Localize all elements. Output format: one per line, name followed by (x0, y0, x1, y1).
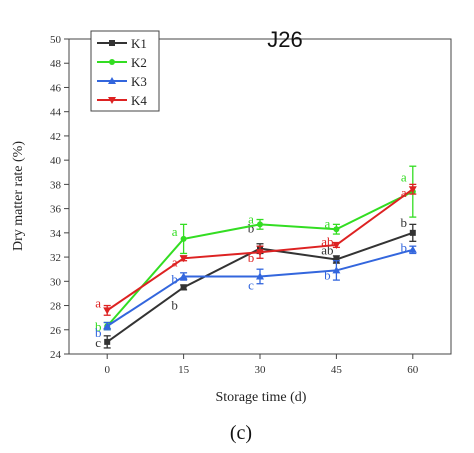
significance-label: a (401, 170, 407, 185)
legend-label: K3 (131, 74, 147, 89)
y-tick-label: 34 (50, 228, 62, 240)
legend-marker (109, 40, 115, 46)
data-point (104, 338, 111, 345)
data-point (180, 235, 187, 242)
significance-label: a (248, 211, 254, 226)
significance-label: a (172, 224, 178, 239)
significance-label: b (171, 297, 178, 312)
x-tick-label: 60 (407, 364, 419, 376)
y-tick-label: 26 (50, 325, 62, 337)
data-point (179, 272, 188, 280)
y-tick-label: 42 (50, 131, 61, 143)
data-point (332, 266, 341, 274)
data-point (333, 256, 340, 263)
data-point (180, 284, 187, 291)
x-tick-label: 0 (104, 364, 110, 376)
legend-marker (109, 59, 115, 65)
legend-label: K4 (131, 93, 147, 108)
significance-label: b (401, 215, 408, 230)
significance-label: b (171, 271, 178, 286)
legend: K1 K2 K3 K4 (90, 30, 160, 112)
data-point (332, 241, 341, 249)
x-tick-label: 15 (178, 364, 190, 376)
significance-label: a (401, 185, 407, 200)
data-point (408, 186, 417, 194)
data-point (256, 249, 264, 257)
legend-item-k3: K3 (97, 74, 147, 89)
y-tick-label: 38 (50, 179, 62, 191)
significance-label: b (248, 221, 255, 236)
x-tick-label: 45 (331, 364, 343, 376)
significance-label: b (95, 325, 102, 340)
y-tick-label: 46 (50, 82, 62, 94)
y-tick-label: 48 (50, 58, 62, 70)
y-axis: 24 26 28 30 32 34 36 38 40 42 44 46 48 50 (50, 34, 69, 361)
significance-label: c (95, 335, 101, 350)
legend-label: K1 (131, 36, 147, 51)
significance-label: a (95, 295, 101, 310)
legend-label: K2 (131, 55, 147, 70)
data-point (256, 272, 264, 280)
chart-title: J26 (267, 27, 302, 52)
y-tick-label: 50 (50, 34, 62, 46)
data-point (257, 221, 263, 228)
panel-label: (c) (230, 422, 252, 444)
y-tick-label: 32 (50, 252, 61, 264)
y-tick-label: 28 (50, 301, 62, 313)
series-k3: bb cbb (95, 240, 417, 340)
data-point (409, 229, 416, 236)
x-tick-label: 30 (255, 364, 267, 376)
x-axis: 0 15 30 45 60 (104, 354, 419, 376)
legend-item-k4: K4 (97, 93, 147, 108)
y-tick-label: 36 (50, 204, 62, 216)
significance-label: b (401, 240, 408, 255)
x-axis-title: Storage time (d) (216, 390, 307, 405)
significance-label: a (325, 216, 331, 231)
y-tick-label: 30 (50, 276, 62, 288)
y-tick-label: 44 (50, 107, 62, 119)
legend-marker (108, 77, 116, 84)
legend-item-k2: K2 (97, 55, 147, 70)
significance-label: b (324, 267, 331, 282)
data-point (103, 307, 112, 315)
significance-label: b (248, 250, 255, 265)
y-tick-label: 24 (50, 349, 62, 361)
significance-label: b (95, 319, 102, 334)
significance-label: a (172, 254, 178, 269)
legend-item-k1: K1 (97, 36, 147, 51)
data-point (408, 245, 417, 253)
legend-box (90, 30, 160, 112)
y-tick-label: 40 (50, 155, 62, 167)
data-point (179, 255, 188, 263)
series-line (106, 248, 414, 327)
data-point (103, 322, 112, 330)
significance-label: c (248, 277, 254, 292)
data-point (333, 226, 340, 233)
legend-marker (108, 97, 116, 104)
significance-label: ab (321, 234, 333, 249)
y-axis-title: Dry matter rate (%) (11, 141, 26, 251)
